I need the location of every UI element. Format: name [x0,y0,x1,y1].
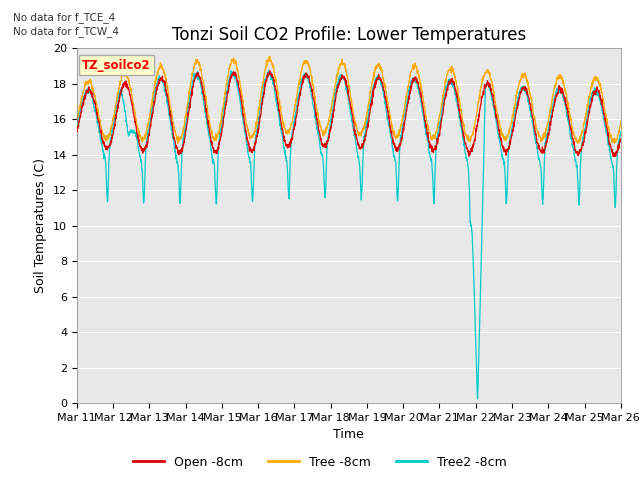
Tree -8cm [570,132,577,137]
X-axis label: Time: Time [333,429,364,442]
Tree -8cm [584,99,592,105]
Tree2 -8cm [225,79,232,85]
Tree -8cm [508,119,515,125]
Open -8cm [376,76,384,82]
Line: Open -8cm: Open -8cm [77,71,621,156]
Title: Tonzi Soil CO2 Profile: Lower Temperatures: Tonzi Soil CO2 Profile: Lower Temperatur… [172,25,526,44]
Tree2 -8cm [508,130,515,136]
Tree -8cm [617,118,625,124]
Tree2 -8cm [265,67,273,73]
Open -8cm [73,127,81,132]
Text: No data for f_TCE_4: No data for f_TCE_4 [13,12,115,23]
Legend: Open -8cm, Tree -8cm, Tree2 -8cm: Open -8cm, Tree -8cm, Tree2 -8cm [128,451,512,474]
Tree2 -8cm [376,78,384,84]
Open -8cm [225,88,232,94]
Tree -8cm [377,66,385,72]
Line: Tree -8cm: Tree -8cm [77,57,621,144]
Open -8cm [266,68,274,73]
Tree2 -8cm [474,396,481,402]
Open -8cm [611,154,618,159]
Open -8cm [507,137,515,143]
Open -8cm [617,137,625,143]
Tree2 -8cm [365,109,372,115]
Open -8cm [365,118,372,124]
Line: Tree2 -8cm: Tree2 -8cm [77,70,621,399]
Open -8cm [569,136,577,142]
Tree -8cm [174,141,182,146]
Y-axis label: Soil Temperatures (C): Soil Temperatures (C) [35,158,47,293]
Tree2 -8cm [584,108,592,113]
Tree -8cm [365,101,372,107]
Tree2 -8cm [617,130,625,135]
Text: No data for f_TCW_4: No data for f_TCW_4 [13,26,119,37]
Tree2 -8cm [570,145,577,151]
Tree -8cm [73,116,81,122]
Text: TZ_soilco2: TZ_soilco2 [82,59,151,72]
Tree2 -8cm [73,125,81,131]
Open -8cm [584,115,592,120]
Tree -8cm [225,69,232,74]
Tree -8cm [266,54,274,60]
